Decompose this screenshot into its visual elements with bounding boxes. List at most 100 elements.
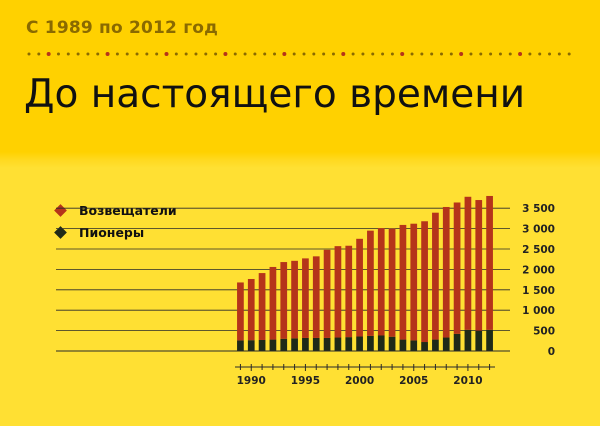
x-tick-label: 1995 [291,375,320,387]
divider-dot [37,52,41,56]
bar-segment [280,262,288,339]
y-tick-label: 1 500 [522,285,555,297]
divider-dot [351,52,355,56]
divider-dot [204,52,208,56]
bar-segment [291,338,298,351]
bar-segment [356,336,363,351]
bar-segment [312,337,320,351]
divider-dot [449,52,453,56]
bar-segment [334,337,342,351]
bar-segment [356,238,363,337]
divider-dot [489,52,493,56]
divider-dot [164,52,169,56]
subtitle: С 1989 по 2012 год [26,18,219,38]
y-tick-label: 0 [548,346,555,358]
bar-segment [453,202,461,334]
bar-segment [269,339,277,351]
divider-dot [223,52,228,56]
divider-dot [390,52,394,56]
divider-dot [184,52,188,56]
divider-dot [46,52,51,56]
divider-dot [430,52,434,56]
bar-segment [247,340,255,351]
bar-segment [388,228,396,337]
divider-dot [76,52,80,56]
divider-dot [479,52,483,56]
divider-dot [371,52,375,56]
bar-segment [399,224,407,340]
divider-dot [174,52,178,56]
bar-segment [302,258,309,338]
divider-dot [312,52,316,56]
divider-dot [420,52,424,56]
divider-dot [105,52,110,56]
divider-dot [548,52,552,56]
bar-segment [410,340,418,351]
bar-segment [367,335,374,351]
bar-segment [237,340,244,351]
bar-segment [323,337,331,351]
divider-dot [508,52,512,56]
divider-dot [557,52,561,56]
divider-dot [498,52,502,56]
divider-dot [331,52,335,56]
divider-dot [302,52,306,56]
bar-segment [475,200,483,331]
divider-dot [66,52,70,56]
divider-dot [518,52,523,56]
bar-segment [269,266,277,340]
divider-dot [233,52,237,56]
bar-segment [399,339,407,351]
bar-segment [432,212,439,340]
bar-segment [377,335,385,351]
divider-dot [538,52,542,56]
divider-dot [361,52,365,56]
bar-segment [432,339,439,351]
bar-segment [302,337,309,351]
x-tick-label: 2005 [399,375,428,387]
bar-segment [464,196,472,330]
bar-segment [247,278,255,341]
band-edge [0,152,600,168]
divider-dot [27,52,31,56]
divider-dot [322,52,326,56]
bar-segment [345,337,353,351]
divider-dot [400,52,405,56]
bar-segment [258,273,266,340]
bar-segment [367,230,374,336]
bar-segment [291,260,298,339]
x-tick-label: 2010 [453,375,482,387]
bar-segment [280,338,288,351]
divider-dot [292,52,296,56]
bar-segment [464,329,472,351]
divider-dot [243,52,247,56]
divider-dot [440,52,443,56]
page-title: До настоящего времени [24,72,526,117]
divider-dot [135,52,139,56]
y-tick-label: 1 000 [522,305,555,317]
bar-segment [486,195,493,330]
y-tick-label: 3 000 [522,224,555,236]
divider-dot [253,52,257,56]
bar-segment [421,342,428,351]
y-tick-label: 500 [533,326,555,338]
bar-segment [486,329,493,351]
bottom-band [0,160,600,426]
bar-segment [388,336,396,351]
divider-dot [528,52,532,56]
bar-segment [410,223,418,341]
dotted-divider [27,52,571,56]
divider-dot [115,52,119,56]
x-tick-label: 2000 [345,375,374,387]
divider-dot [273,52,277,56]
y-tick-label: 2 000 [522,264,555,276]
y-tick-label: 2 500 [522,244,555,256]
divider-dot [96,52,100,56]
divider-dot [214,52,218,56]
divider-dot [125,52,129,56]
divider-dot [155,52,159,56]
bar-segment [258,339,266,351]
bar-segment [475,330,483,351]
bar-segment [442,337,450,351]
